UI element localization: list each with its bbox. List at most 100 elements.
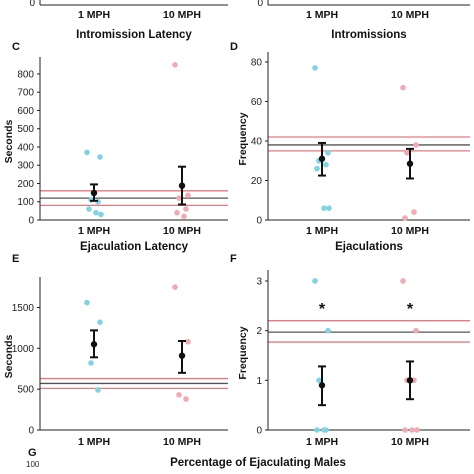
panel-d-mean-0 [318, 155, 326, 162]
top-left-ytick: 0 [29, 0, 35, 9]
panel-c-ytick-label-3: 300 [17, 161, 34, 172]
panel-f-mean-1 [406, 377, 414, 384]
top-right-cat-2: 10 MPH [391, 9, 429, 21]
panel-f-ytick-label-0: 0 [256, 426, 262, 437]
panel-c-ylabel: Seconds [3, 119, 15, 163]
panel-c-ytick-label-2: 200 [17, 179, 34, 190]
panel-c-ytick-label-6: 600 [17, 106, 34, 117]
panel-f-ytick-label-1: 1 [256, 376, 262, 387]
panel-f-mean-0 [318, 382, 326, 389]
panel-f: F Ejaculations Frequency 0 1 2 3 1 MPH 10 MPH * * [230, 241, 470, 448]
panel-e-point-0-3 [95, 387, 101, 393]
panel-d-title: Intromissions [331, 29, 406, 41]
panel-e-ytick-label-1: 500 [17, 385, 34, 396]
panel-d-point-0-4 [314, 165, 320, 172]
panel-e-ytick-label-2: 1000 [12, 344, 35, 355]
panel-f-point-0-1 [325, 327, 331, 334]
panel-c-point-1-2 [176, 195, 182, 201]
panel-e-ylabel: Seconds [3, 334, 15, 378]
panel-c-ytick-label-4: 400 [17, 142, 34, 153]
panel-d-point-1-4 [402, 215, 408, 221]
panel-d-ytick-label-4: 80 [251, 57, 263, 68]
bottom-strip: G 100 Percentage of Ejaculating Males [26, 447, 346, 469]
panel-c-point-1-1 [185, 192, 191, 199]
panel-d: D Intromissions Frequency 0 20 40 60 80 1 MPH 10 … [230, 29, 470, 237]
panel-f-point-1-5 [409, 427, 415, 433]
panel-d-category-0: 1 MPH [306, 225, 338, 237]
panel-d-point-0-6 [326, 205, 332, 211]
panel-e-point-0-2 [88, 360, 94, 366]
panel-f-point-0-2 [316, 377, 322, 384]
panel-d-ytick-label-2: 40 [251, 136, 263, 147]
panel-c-mean-0 [90, 189, 98, 197]
panel-c-ytick-label-5: 500 [17, 124, 34, 135]
top-strip: 0 1 MPH 10 MPH 0 1 MPH 10 MPH [29, 0, 470, 21]
panel-d-point-1-3 [411, 209, 417, 215]
panel-d-letter: D [230, 41, 238, 53]
panel-e-point-1-2 [176, 392, 182, 398]
panel-d-point-1-0 [400, 84, 406, 91]
panel-d-ytick-label-3: 60 [251, 97, 263, 108]
panel-f-point-1-6 [414, 427, 420, 433]
top-right-cat-1: 1 MPH [306, 9, 338, 21]
panel-d-mean-1 [406, 160, 414, 167]
panel-c-title: Intromission Latency [76, 29, 192, 41]
panel-f-category-1: 10 MPH [391, 436, 429, 448]
panel-f-point-1-0 [400, 278, 406, 284]
panel-d-point-0-0 [312, 65, 318, 71]
panel-c-ytick-label-0: 0 [28, 216, 34, 227]
bottom-ytick: 100 [26, 460, 40, 469]
panel-e-ytick-label-3: 1500 [12, 303, 35, 314]
panel-e-category-0: 1 MPH [78, 436, 110, 448]
panel-c-point-1-4 [174, 209, 180, 216]
panel-c-mean-1 [178, 182, 186, 189]
panel-e: E Ejaculation Latency Seconds 0 500 1000 1500 1… [3, 241, 228, 448]
panel-f-significance-1: * [407, 301, 414, 318]
panel-c-category-0: 1 MPH [78, 225, 110, 237]
panel-d-ytick-label-0: 0 [256, 216, 262, 227]
panel-d-point-1-2 [404, 150, 410, 156]
panel-f-point-1-4 [402, 427, 408, 433]
panel-d-point-0-5 [321, 205, 327, 211]
panel-d-point-1-1 [413, 142, 419, 148]
panel-f-point-0-5 [321, 427, 327, 433]
panel-d-point-0-1 [325, 150, 331, 156]
panel-d-category-1: 10 MPH [391, 225, 429, 237]
panel-c-point-0-4 [86, 206, 92, 212]
panel-e-letter: E [12, 253, 19, 265]
panel-f-ylabel: Frequency [237, 326, 249, 379]
panel-c-point-0-1 [97, 154, 103, 160]
panel-e-point-1-3 [183, 396, 189, 402]
panel-f-point-1-1 [413, 327, 419, 334]
panel-e-point-0-0 [84, 299, 90, 306]
panel-c-letter: C [12, 41, 20, 53]
panel-c-point-0-5 [93, 209, 99, 216]
panel-f-point-0-0 [312, 278, 318, 284]
panel-c-ytick-label-7: 700 [17, 88, 34, 99]
top-left-cat-1: 1 MPH [78, 9, 110, 21]
panel-e-ytick-label-0: 0 [28, 426, 34, 437]
panel-c-category-1: 10 MPH [163, 225, 201, 237]
panel-letter-g: G [28, 447, 37, 459]
panel-d-ylabel: Frequency [237, 112, 249, 165]
panel-c: C Intromission Latency Seconds 0 100 200 300 40… [3, 29, 228, 237]
panel-f-significance-0: * [319, 301, 326, 318]
panel-c-point-1-5 [181, 213, 187, 220]
panel-f-title: Ejaculations [335, 241, 403, 253]
panel-f-point-0-4 [314, 427, 320, 433]
bottom-title: Percentage of Ejaculating Males [170, 457, 346, 469]
top-left-cat-2: 10 MPH [163, 9, 201, 21]
panel-c-point-0-0 [84, 149, 90, 156]
panel-e-category-1: 10 MPH [163, 436, 201, 448]
panel-e-title: Ejaculation Latency [80, 241, 189, 253]
panel-c-ytick-label-8: 800 [17, 69, 34, 80]
panel-c-point-1-3 [183, 206, 189, 212]
top-right-ytick: 0 [257, 0, 263, 9]
panel-d-point-0-3 [323, 161, 329, 168]
panel-d-ytick-label-1: 20 [251, 176, 263, 187]
panel-e-point-1-1 [185, 339, 191, 345]
panel-c-ytick-label-1: 100 [17, 197, 34, 208]
panel-e-point-0-1 [97, 319, 103, 326]
